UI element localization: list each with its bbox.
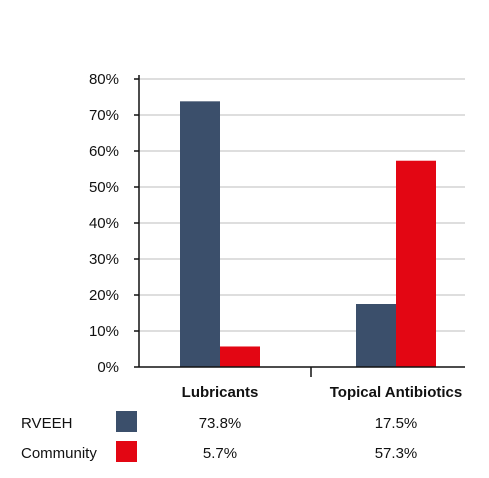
y-tick-label: 20% bbox=[89, 287, 119, 304]
y-tick-label: 10% bbox=[89, 323, 119, 340]
category-labels: Lubricants Topical Antibiotics bbox=[182, 384, 463, 401]
bar-rveeh bbox=[356, 304, 396, 367]
category-label: Lubricants bbox=[182, 384, 259, 401]
data-table-value: 17.5% bbox=[375, 415, 418, 432]
bar-rveeh bbox=[180, 101, 220, 367]
bars bbox=[180, 101, 436, 367]
y-tick-labels: 0% 10% 20% 30% 40% 50% 60% 70% 80% bbox=[89, 71, 119, 376]
data-table-value: 57.3% bbox=[375, 445, 418, 462]
data-table: RVEEH 73.8% 17.5% Community 5.7% 57.3% bbox=[21, 411, 417, 462]
y-tick-label: 30% bbox=[89, 251, 119, 268]
y-tick-label: 40% bbox=[89, 215, 119, 232]
axes bbox=[134, 75, 465, 377]
legend-series-name: RVEEH bbox=[21, 415, 72, 432]
data-table-value: 5.7% bbox=[203, 445, 237, 462]
category-label: Topical Antibiotics bbox=[330, 384, 463, 401]
legend-series-name: Community bbox=[21, 445, 97, 462]
legend-swatch bbox=[116, 411, 137, 432]
legend-swatch bbox=[116, 441, 137, 462]
y-tick-label: 60% bbox=[89, 143, 119, 160]
data-table-value: 73.8% bbox=[199, 415, 242, 432]
y-tick-label: 50% bbox=[89, 179, 119, 196]
y-tick-label: 80% bbox=[89, 71, 119, 88]
bar-community bbox=[220, 346, 260, 367]
y-tick-label: 70% bbox=[89, 107, 119, 124]
bar-community bbox=[396, 160, 436, 367]
y-tick-label: 0% bbox=[97, 359, 119, 376]
